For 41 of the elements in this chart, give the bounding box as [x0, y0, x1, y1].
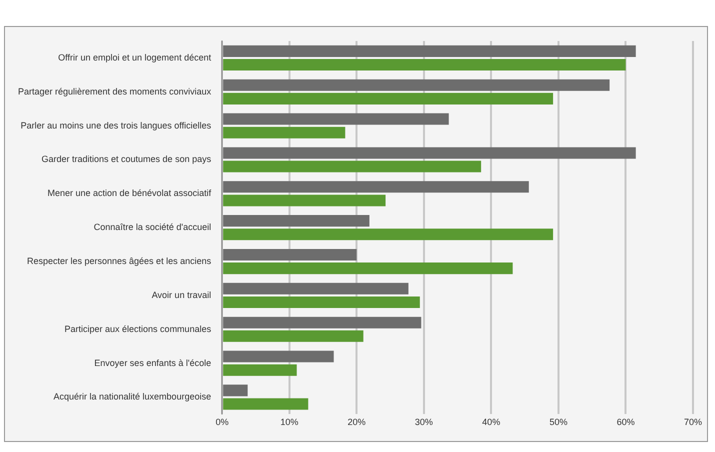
y-tick-label: Offrir un emploi et un logement décent: [58, 52, 212, 62]
bar: [223, 282, 408, 294]
bar: [223, 364, 297, 376]
bar: [223, 330, 364, 342]
bar: [223, 194, 386, 206]
bar: [223, 92, 554, 104]
bar: [223, 248, 357, 261]
x-tick-label: 20%: [348, 417, 366, 428]
y-tick-label: Envoyer ses enfants à l'école: [94, 358, 212, 368]
y-tick-label: Respecter les personnes âgées et les anciens: [26, 256, 212, 266]
y-tick-label: Participer aux élections communales: [64, 324, 212, 334]
x-tick-label: 50%: [549, 417, 568, 428]
bar: [223, 296, 420, 308]
x-tick-label: 60%: [616, 417, 635, 428]
x-tick-label: 70%: [684, 417, 702, 428]
y-tick-label: Garder traditions et coutumes de son pays: [42, 154, 212, 164]
bar: [223, 160, 482, 172]
y-tick-label: Mener une action de bénévolat associatif: [47, 188, 212, 198]
bar: [223, 228, 554, 240]
y-tick-label: Acquérir la nationalité luxembourgeoise: [54, 392, 212, 402]
bar: [223, 181, 529, 193]
bar: [223, 350, 334, 362]
bar: [223, 79, 610, 91]
bar: [223, 215, 370, 227]
bar: [223, 45, 636, 57]
bar: [223, 316, 422, 328]
x-tick-label: 40%: [482, 417, 500, 428]
bar: [223, 147, 636, 159]
y-tick-label: Parler au moins une des trois langues officielles: [20, 120, 212, 130]
y-tick-label: Partager régulièrement des moments conviviaux: [18, 86, 212, 96]
bar: [223, 126, 346, 138]
y-tick-label: Connaître la société d'accueil: [94, 222, 212, 232]
bar: [223, 113, 449, 125]
bar: [223, 58, 626, 71]
bar: [223, 384, 248, 396]
y-tick-label: Avoir un travail: [152, 290, 212, 300]
bar: [223, 262, 513, 274]
x-tick-label: 10%: [280, 417, 298, 428]
x-tick-label: 30%: [414, 417, 433, 428]
bar: [223, 398, 308, 410]
x-tick-label: 0%: [216, 417, 229, 428]
